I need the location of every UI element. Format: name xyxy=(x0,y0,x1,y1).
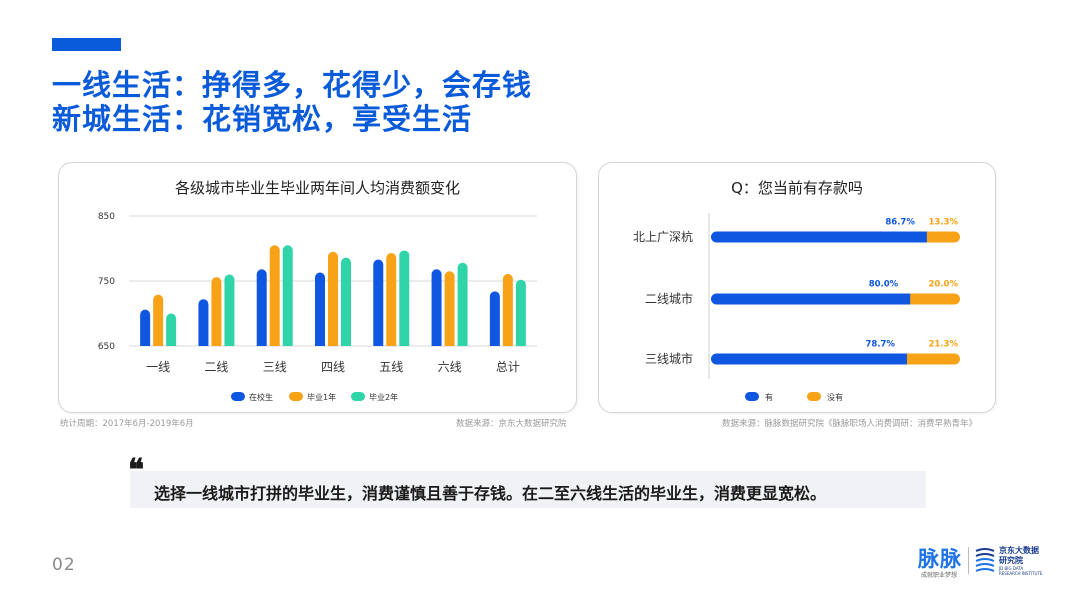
legend-label: 毕业1年 xyxy=(307,392,336,402)
legend-swatch xyxy=(807,392,821,401)
x-tick-label: 总计 xyxy=(496,360,520,374)
savings-chart-panel: Q：您当前有存款吗 北上广深杭 86.7% 13.3% 二线城市 80.0% 20.0% 三… xyxy=(598,162,996,413)
bar-segment-no xyxy=(900,353,960,365)
bar-segment-yes xyxy=(711,293,911,305)
bar xyxy=(457,262,468,346)
spending-chart-panel: 各级城市毕业生毕业两年间人均消费额变化 650 750 850 一线 二线 三线 四线 五线 六… xyxy=(58,162,577,413)
bar xyxy=(386,253,397,346)
x-tick-label: 一线 xyxy=(146,360,170,374)
bar-segment-yes xyxy=(900,353,907,365)
category-label: 北上广深杭 xyxy=(633,229,693,244)
page-number: 02 xyxy=(52,555,76,575)
bar xyxy=(269,245,280,346)
quote-text: 选择一线城市打拼的毕业生，消费谨慎且善于存钱。在二至六线生活的毕业生，消费更显宽… xyxy=(154,484,827,503)
category-label: 二线城市 xyxy=(645,291,693,306)
x-tick-label: 二线 xyxy=(204,360,228,374)
x-tick-label: 四线 xyxy=(321,360,345,374)
data-label: 80.0% xyxy=(869,280,899,290)
category-label: 三线城市 xyxy=(645,351,693,366)
bar-segment-yes xyxy=(711,231,927,243)
bar xyxy=(140,309,151,346)
bar xyxy=(315,272,325,346)
bar xyxy=(198,299,209,346)
quote-mark-icon: ❝ xyxy=(128,453,145,488)
jd-research-logo-icon xyxy=(975,548,995,572)
bar xyxy=(515,279,526,346)
maimai-logo: 脉脉 xyxy=(918,547,962,571)
data-label: 86.7% xyxy=(885,218,915,228)
accent-bar xyxy=(52,38,121,51)
bar xyxy=(502,273,513,346)
chart-title: 各级城市毕业生毕业两年间人均消费额变化 xyxy=(174,179,460,197)
brand-divider xyxy=(968,547,969,574)
headline-line-2: 新城生活：花销宽松，享受生活 xyxy=(52,102,473,136)
bar-segment-yes xyxy=(920,231,927,243)
legend-label: 没有 xyxy=(827,392,843,402)
data-label: 20.0% xyxy=(929,280,959,290)
maimai-tagline: 成就职业梦想 xyxy=(921,572,958,579)
bar xyxy=(373,259,384,346)
bar xyxy=(444,271,455,346)
bar xyxy=(399,250,410,346)
jd-research-name-en: JD BIG DATA RESEARCH INSTITUTE xyxy=(999,566,1043,576)
chart-title: Q：您当前有存款吗 xyxy=(731,179,863,197)
bar-segment-yes xyxy=(904,293,911,305)
bar-segment-no xyxy=(904,293,960,305)
jd-research-name: 京东大数据研究院 xyxy=(999,546,1039,565)
legend-label: 有 xyxy=(765,392,773,402)
y-tick-label: 850 xyxy=(98,212,115,222)
left-data-source-note: 数据来源：京东大数据研究院 xyxy=(456,419,567,429)
bar xyxy=(153,294,164,346)
statistics-period-note: 统计周期：2017年6月-2019年6月 xyxy=(60,419,194,429)
legend-swatch xyxy=(745,392,759,401)
x-tick-label: 三线 xyxy=(263,360,287,374)
bar xyxy=(489,291,500,346)
data-label: 78.7% xyxy=(865,340,895,350)
legend-swatch xyxy=(289,392,303,401)
bar xyxy=(282,245,293,346)
bar-segment-no xyxy=(920,231,960,243)
bar xyxy=(431,269,442,346)
data-label: 21.3% xyxy=(929,340,959,350)
bar-segment-yes xyxy=(711,353,907,365)
headline-line-1: 一线生活：挣得多，花得少，会存钱 xyxy=(52,68,533,102)
y-tick-label: 650 xyxy=(98,342,115,352)
bar xyxy=(224,274,235,346)
bar xyxy=(341,257,351,346)
quote-box xyxy=(130,471,926,508)
x-tick-label: 六线 xyxy=(438,360,462,374)
bar xyxy=(211,277,222,346)
legend-swatch xyxy=(231,392,245,401)
legend-label: 在校生 xyxy=(249,392,273,402)
legend-label: 毕业2年 xyxy=(369,392,398,402)
legend-swatch xyxy=(351,392,365,401)
bar xyxy=(166,313,177,346)
savings-stacked-bar-chart: 北上广深杭 86.7% 13.3% 二线城市 80.0% 20.0% 三线城市 78.7% 21… xyxy=(633,213,960,402)
right-data-source-note: 数据来源：脉脉数据研究院《脉脉职场人消费调研：消费早熟青年》 xyxy=(722,419,978,429)
bar xyxy=(328,251,338,346)
x-tick-label: 五线 xyxy=(379,360,403,374)
data-label: 13.3% xyxy=(929,218,959,228)
y-tick-label: 750 xyxy=(98,277,115,287)
bar xyxy=(256,269,267,346)
